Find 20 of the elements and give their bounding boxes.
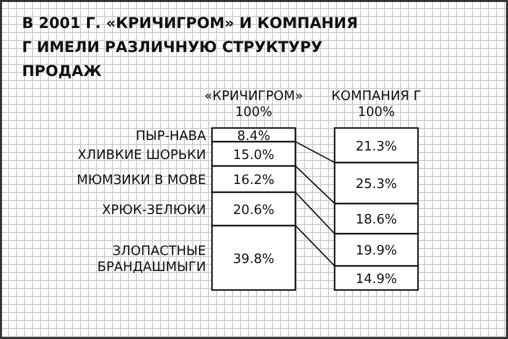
data-label: 19.9%: [356, 244, 397, 259]
series-label: ХРЮК-ЗЕЛЮКИ: [102, 202, 206, 218]
data-label: 15.0%: [233, 148, 274, 163]
series-label: ПЫР-НАВА: [136, 128, 206, 144]
x-tick-label: КОМПАНИЯ Г: [331, 89, 422, 104]
x-tick-label: «КРИЧИГРОМ»: [204, 89, 303, 104]
chart-title: В 2001 Г. «КРИЧИГРОМ» И КОМПАНИЯ Г ИМЕЛИ РАЗЛИЧНУЮ СТРУКТУРУ ПРОДАЖ: [22, 14, 358, 80]
data-label: 18.6%: [356, 212, 397, 228]
series-label: МЮМЗИКИ В МОВЕ: [76, 173, 206, 188]
data-label: 14.9%: [356, 272, 397, 287]
data-label: 16.2%: [233, 173, 274, 188]
data-label: 8.4%: [237, 128, 270, 144]
data-label: 20.6%: [233, 202, 274, 218]
total-label: 100%: [235, 105, 272, 120]
data-label: 21.3%: [356, 139, 397, 154]
data-label: 39.8%: [233, 252, 274, 267]
total-label: 100%: [358, 105, 395, 120]
data-label: 25.3%: [356, 177, 397, 192]
series-label: ХЛИВКИЕ ШОРЬКИ: [78, 148, 206, 163]
series-label: ЗЛОПАСТНЫЕ БРАНДАШМЫГИ: [97, 244, 206, 275]
